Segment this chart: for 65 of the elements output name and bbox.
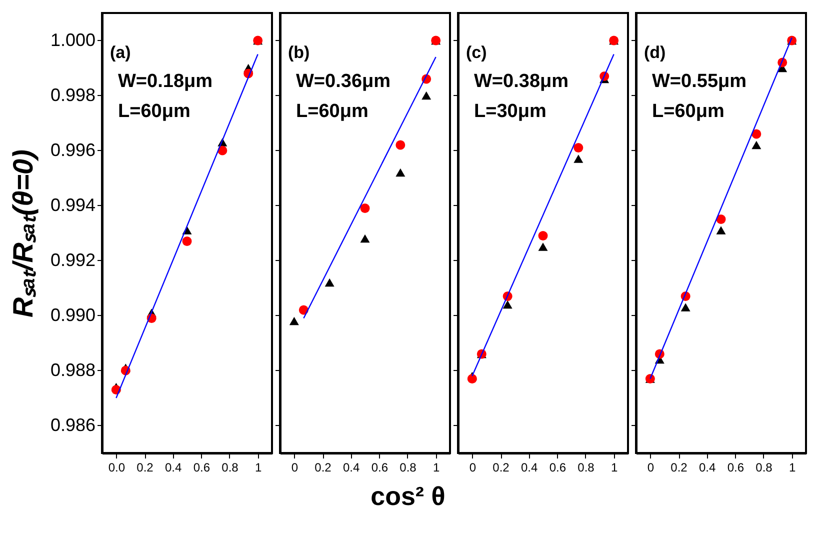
- x-tick-label: 0.0: [108, 460, 126, 474]
- point: [502, 300, 512, 309]
- y-axis-title: Rₛₐₜ/Rₛₐₜ(θ=0): [7, 150, 38, 318]
- x-tick-label: 1: [788, 460, 796, 474]
- y-tick-label: 0.992: [50, 250, 96, 270]
- x-tick-label: 0.6: [193, 460, 210, 474]
- point: [324, 278, 334, 287]
- x-tick-label: 0.6: [549, 460, 566, 474]
- x-tick-label: 1: [432, 460, 440, 474]
- y-tick-label: 0.996: [50, 140, 96, 160]
- x-tick-label: 0.2: [670, 460, 688, 474]
- x-axis-title: cos² θ: [370, 481, 446, 511]
- y-tick-label: 0.986: [50, 415, 96, 435]
- x-tick-label: 0: [469, 460, 476, 474]
- x-tick-label: 0: [647, 460, 654, 474]
- annotation: (c): [466, 43, 487, 62]
- point: [538, 231, 548, 240]
- x-tick-label: 0.4: [520, 460, 538, 474]
- y-tick-label: 0.990: [50, 305, 96, 325]
- x-tick-label: 0.8: [400, 460, 417, 474]
- annotation: W=0.55μm: [652, 71, 747, 92]
- point: [680, 303, 690, 312]
- annotation: L=60μm: [118, 101, 190, 122]
- x-tick-label: 0.8: [222, 460, 239, 474]
- y-tick-label: 0.988: [50, 360, 96, 380]
- point: [422, 91, 432, 100]
- annotation: L=60μm: [652, 101, 724, 122]
- point: [716, 214, 726, 224]
- annotation: W=0.38μm: [474, 71, 569, 92]
- annotation: W=0.36μm: [296, 71, 391, 92]
- point: [396, 140, 406, 150]
- point: [752, 140, 762, 150]
- x-tick-label: 0.4: [164, 460, 182, 474]
- point: [396, 168, 406, 177]
- x-tick-label: 0.2: [492, 460, 510, 474]
- point: [574, 154, 584, 163]
- x-tick-label: 0: [291, 460, 298, 474]
- annotation: W=0.18μm: [118, 71, 213, 92]
- point: [289, 316, 299, 326]
- point: [360, 234, 370, 243]
- x-tick-label: 0.4: [698, 460, 716, 474]
- annotation: L=60μm: [296, 101, 368, 122]
- x-tick-label: 0.8: [578, 460, 595, 474]
- x-tick-label: 0.6: [727, 460, 744, 474]
- x-tick-label: 1: [610, 460, 618, 474]
- annotation: (b): [288, 43, 310, 62]
- annotation: (a): [110, 43, 131, 62]
- x-tick-label: 0.8: [756, 460, 773, 474]
- x-tick-label: 1: [254, 460, 262, 474]
- y-tick-label: 1.000: [50, 30, 96, 50]
- point: [752, 129, 762, 139]
- point: [538, 242, 548, 251]
- x-tick-label: 0.4: [342, 460, 360, 474]
- point: [574, 143, 584, 152]
- x-tick-label: 0.6: [371, 460, 388, 474]
- x-tick-label: 0.2: [136, 460, 154, 474]
- point: [716, 226, 726, 234]
- point: [360, 204, 370, 213]
- point: [467, 374, 477, 384]
- y-tick-label: 0.994: [50, 195, 96, 215]
- x-tick-label: 0.2: [314, 460, 332, 474]
- y-tick-label: 0.998: [50, 85, 96, 105]
- annotation: L=30μm: [474, 101, 546, 122]
- annotation: (d): [644, 43, 666, 62]
- point: [182, 236, 192, 246]
